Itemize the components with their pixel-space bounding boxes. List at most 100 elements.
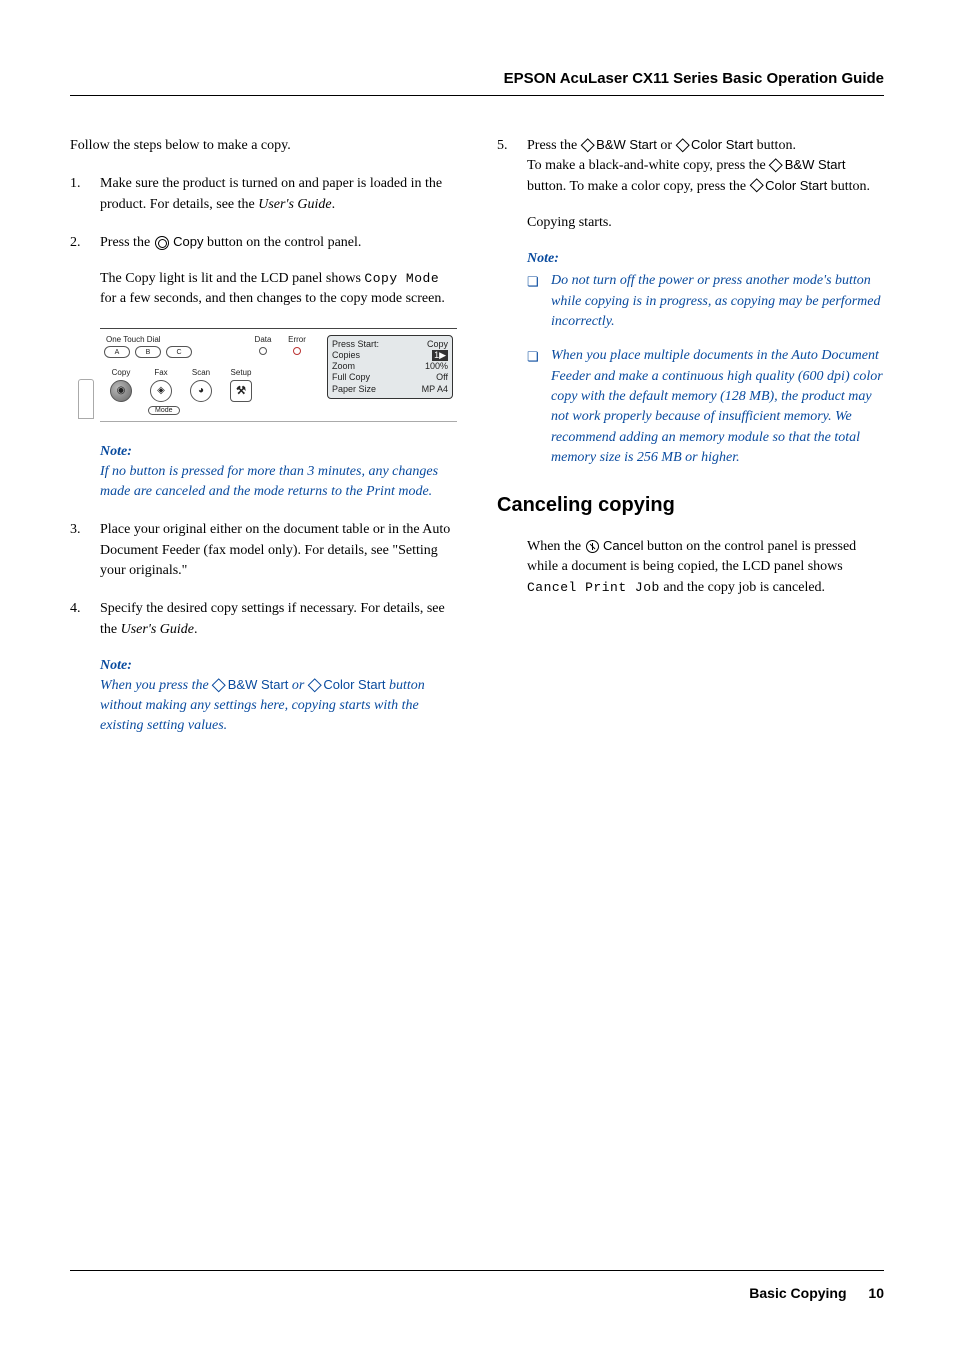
copy-label: Copy [173,234,203,249]
section-heading: Canceling copying [497,494,884,517]
note-text: Do not turn off the power or press anoth… [551,273,880,329]
note-label: Note: [527,249,884,269]
mode-label: Copy [104,368,138,377]
otd-key-c: C [166,346,192,358]
lcd-l: Copies [332,350,360,361]
diamond-icon [675,138,689,152]
mode-legend: Mode [148,406,180,415]
lcd-title-r: Copy [427,339,448,349]
note-body: If no button is pressed for more than 3 … [100,462,457,503]
diamond-icon [749,179,763,193]
nb-a: When you press the [100,678,212,693]
error-led-icon [293,347,301,355]
paper-tray-icon [78,379,94,419]
content-columns: Follow the steps below to make a copy. 1… [70,136,884,755]
footer-section: Basic Copying [749,1285,846,1301]
step-tail: . [194,622,198,637]
cancel-para: When the Cancel button on the control pa… [527,537,884,598]
fax-mode-icon: ◈ [150,380,172,402]
diamond-icon [769,158,783,172]
steps-list-right: 5. Press the B&W Start or Color Start bu… [497,136,884,468]
steps-list: 1. Make sure the product is turned on an… [70,174,457,309]
s5d: To make a black-and-white copy, press th… [527,158,769,173]
step-5: 5. Press the B&W Start or Color Start bu… [497,136,884,468]
otd-row: A B C [104,346,192,358]
color-start-label: Color Start [765,178,827,193]
bw-start-label: B&W Start [228,677,289,692]
control-panel-figure: One Touch Dial A B C Data Er [100,328,457,422]
color-start-label: Color Start [323,677,385,692]
users-guide: User's Guide [121,622,194,637]
step-1: 1. Make sure the product is turned on an… [70,174,457,215]
status-leds: Data Error [249,335,311,355]
copying-starts: Copying starts. [527,213,884,233]
lcd-r: MP A4 [422,384,448,395]
lcd-r: Off [436,372,448,383]
s2b: for a few seconds, and then changes to t… [100,291,445,306]
step-num: 1. [70,174,81,194]
data-label: Data [249,335,277,344]
diamond-icon [212,678,226,692]
copy-icon [155,236,169,250]
s2-lcd: Copy Mode [364,271,439,286]
nb-b: or [288,678,307,693]
otd-key-a: A [104,346,130,358]
mode-buttons: Copy ◉ Fax ◈ Scan ◕ Setup ⚒ [104,368,315,402]
note-bullet-list: ❏ Do not turn off the power or press anot… [527,271,884,468]
scan-mode-icon: ◕ [190,380,212,402]
diamond-icon [580,138,594,152]
lcd-l: Full Copy [332,372,370,383]
lcd-l: Zoom [332,361,355,372]
otd-label: One Touch Dial [106,335,192,344]
bullet-icon: ❏ [527,348,539,367]
right-column: 5. Press the B&W Start or Color Start bu… [497,136,884,755]
mode-label: Fax [144,368,178,377]
cancel-label: Cancel [603,538,643,553]
users-guide: User's Guide [258,197,331,212]
ca: When the [527,539,585,554]
cancel-icon [586,540,599,553]
note-item: ❏ Do not turn off the power or press anot… [527,271,884,332]
mode-label: Setup [224,368,258,377]
s5e: button. To make a color copy, press the [527,179,750,194]
intro-para: Follow the steps below to make a copy. [70,136,457,156]
s5c: button. [753,138,796,153]
step-tail: button on the control panel. [204,235,362,250]
otd-key-b: B [135,346,161,358]
step-num: 4. [70,599,81,619]
note-item: ❏ When you place multiple documents in th… [527,346,884,468]
data-led-icon [259,347,267,355]
page-footer: Basic Copying 10 [749,1285,884,1301]
panel-left: One Touch Dial A B C Data Er [104,335,315,415]
steps-list-2: 3. Place your original either on the doc… [70,520,457,639]
copy-mode-icon: ◉ [110,380,132,402]
lcd-r: 1▶ [432,350,448,361]
left-column: Follow the steps below to make a copy. 1… [70,136,457,755]
footer-rule [70,1270,884,1271]
step-2: 2. Press the Copy button on the control … [70,233,457,310]
s5a: Press the [527,138,581,153]
lcd-r: 100% [425,361,448,372]
step-4: 4. Specify the desired copy settings if … [70,599,457,640]
setup-mode-icon: ⚒ [230,380,252,402]
lcd-title-l: Press Start: [332,339,379,349]
bullet-icon: ❏ [527,273,539,292]
step-3: 3. Place your original either on the doc… [70,520,457,581]
page-number: 10 [868,1285,884,1301]
bw-start-label: B&W Start [596,137,657,152]
mode-label: Scan [184,368,218,377]
step-num: 3. [70,520,81,540]
s2a: The Copy light is lit and the LCD panel … [100,271,364,286]
step-text: Press the [100,235,154,250]
error-label: Error [283,335,311,344]
note-text: When you place multiple documents in the… [551,348,883,464]
step-text: Place your original either on the docume… [100,522,450,578]
note-body: When you press the B&W Start or Color St… [100,676,457,737]
note-label: Note: [100,658,457,674]
step-tail: . [332,197,336,212]
cc: and the copy job is canceled. [660,580,825,595]
lcd-screen: Press Start: Copy Copies 1▶ Zoom 100% Full … [327,335,453,399]
color-start-label: Color Start [691,137,753,152]
cancel-lcd: Cancel Print Job [527,580,660,595]
diamond-icon [308,678,322,692]
